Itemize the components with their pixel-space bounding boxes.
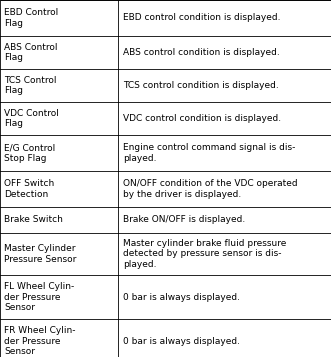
Text: EBD control condition is displayed.: EBD control condition is displayed. xyxy=(123,14,280,22)
Text: ABS control condition is displayed.: ABS control condition is displayed. xyxy=(123,48,280,57)
Text: TCS control condition is displayed.: TCS control condition is displayed. xyxy=(123,81,279,90)
Text: ON/OFF condition of the VDC operated
by the driver is displayed.: ON/OFF condition of the VDC operated by … xyxy=(123,179,298,199)
Text: ABS Control
Flag: ABS Control Flag xyxy=(4,42,58,62)
Text: TCS Control
Flag: TCS Control Flag xyxy=(4,76,57,95)
Text: Master Cylinder
Pressure Sensor: Master Cylinder Pressure Sensor xyxy=(4,244,76,264)
Text: Brake ON/OFF is displayed.: Brake ON/OFF is displayed. xyxy=(123,216,245,225)
Text: E/G Control
Stop Flag: E/G Control Stop Flag xyxy=(4,143,55,163)
Text: 0 bar is always displayed.: 0 bar is always displayed. xyxy=(123,337,240,346)
Text: VDC Control
Flag: VDC Control Flag xyxy=(4,109,59,129)
Text: FL Wheel Cylin-
der Pressure
Sensor: FL Wheel Cylin- der Pressure Sensor xyxy=(4,282,74,312)
Text: 0 bar is always displayed.: 0 bar is always displayed. xyxy=(123,292,240,302)
Text: EBD Control
Flag: EBD Control Flag xyxy=(4,8,58,28)
Text: Brake Switch: Brake Switch xyxy=(4,216,63,225)
Text: OFF Switch
Detection: OFF Switch Detection xyxy=(4,179,54,199)
Text: VDC control condition is displayed.: VDC control condition is displayed. xyxy=(123,114,281,123)
Text: FR Wheel Cylin-
der Pressure
Sensor: FR Wheel Cylin- der Pressure Sensor xyxy=(4,326,75,356)
Text: Master cylinder brake fluid pressure
detected by pressure sensor is dis-
played.: Master cylinder brake fluid pressure det… xyxy=(123,239,286,269)
Text: Engine control command signal is dis-
played.: Engine control command signal is dis- pl… xyxy=(123,143,295,163)
